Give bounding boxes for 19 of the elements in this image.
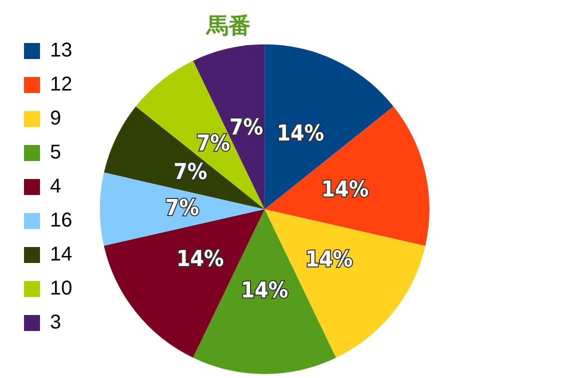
data-label: 7% bbox=[196, 131, 230, 156]
legend-label: 14 bbox=[50, 244, 72, 266]
data-label: 14% bbox=[176, 247, 224, 272]
legend-label: 10 bbox=[50, 278, 72, 300]
legend-label: 13 bbox=[50, 40, 72, 62]
legend-label: 3 bbox=[50, 312, 62, 334]
data-label: 14% bbox=[305, 247, 353, 272]
chart-title: 馬番 bbox=[206, 14, 250, 39]
legend-label: 16 bbox=[50, 210, 72, 232]
legend-label: 9 bbox=[50, 108, 62, 130]
data-label: 14% bbox=[321, 178, 369, 203]
data-label: 14% bbox=[240, 278, 288, 304]
data-label: 7% bbox=[174, 160, 208, 186]
data-label: 7% bbox=[165, 196, 200, 221]
legend-label: 5 bbox=[50, 142, 62, 164]
data-label: 14% bbox=[276, 122, 324, 147]
data-label: 7% bbox=[229, 116, 264, 141]
legend-label: 12 bbox=[50, 74, 72, 96]
legend-label: 4 bbox=[50, 176, 62, 198]
